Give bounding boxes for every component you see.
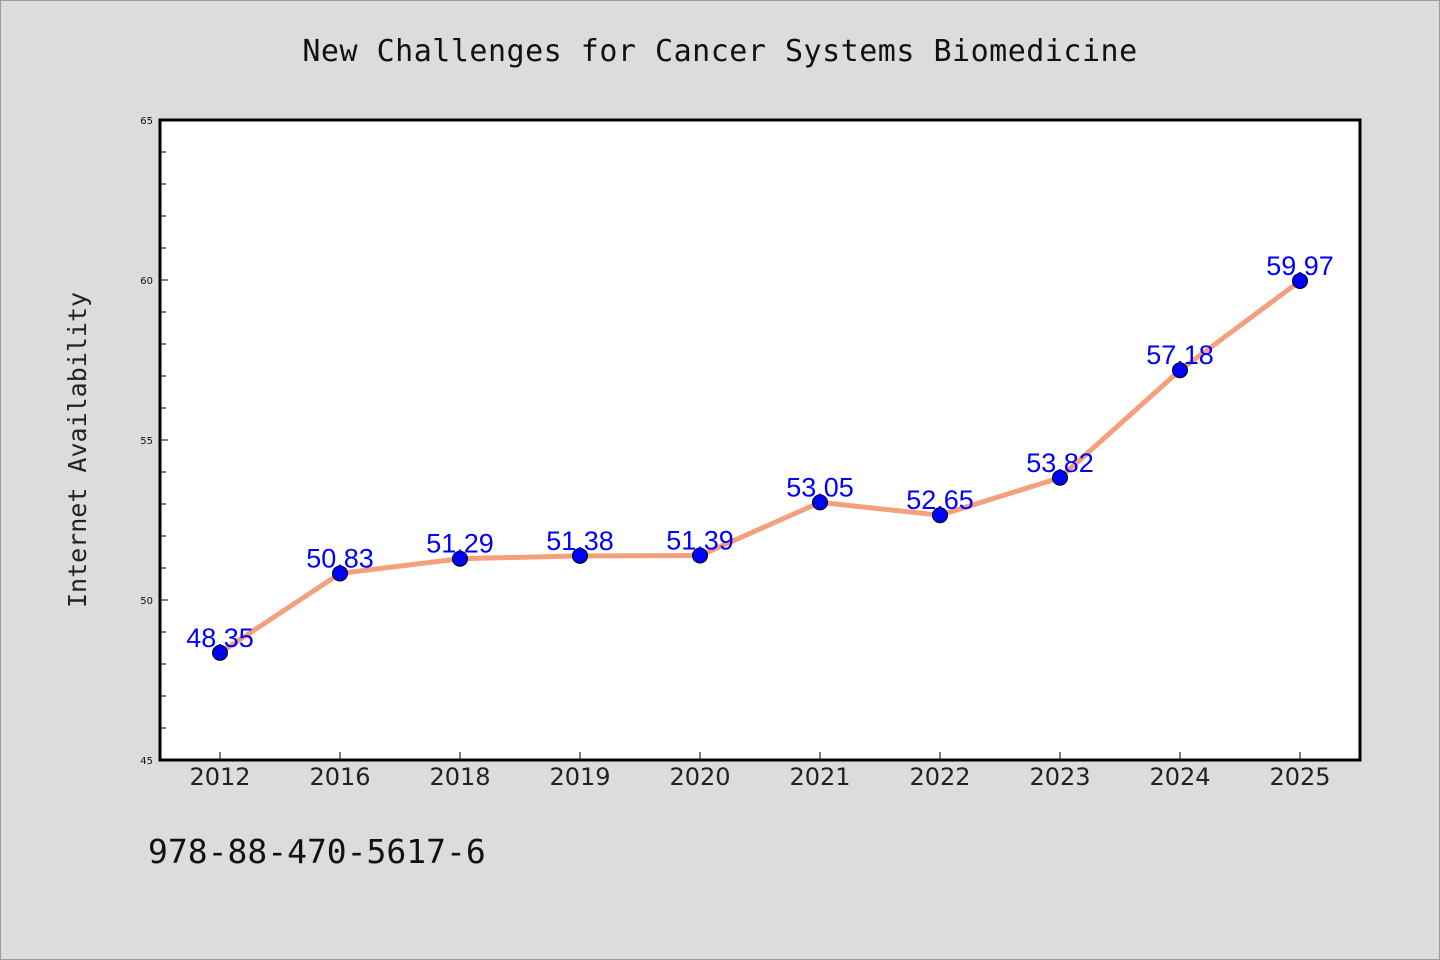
- data-point: [692, 547, 708, 564]
- plot-area: [158, 118, 1362, 762]
- x-tick-label: 2022: [909, 763, 970, 791]
- series-line: [217, 278, 1303, 656]
- data-label: 53.05: [786, 472, 854, 502]
- y-tick-label: 50: [140, 596, 153, 607]
- data-point: [332, 565, 348, 582]
- data-points: [212, 272, 1308, 661]
- y-tick-label: 65: [140, 116, 153, 127]
- data-point: [932, 507, 948, 524]
- x-tick-label: 2016: [309, 763, 370, 791]
- data-point: [212, 644, 228, 661]
- y-tick-label: 45: [140, 756, 153, 767]
- data-label: 52.65: [906, 485, 974, 515]
- x-tick-label: 2021: [789, 763, 850, 791]
- x-tick-label: 2024: [1149, 763, 1210, 791]
- data-point: [452, 550, 468, 567]
- x-tick-label: 2012: [189, 763, 250, 791]
- data-point: [572, 547, 588, 564]
- data-label: 53.82: [1026, 448, 1094, 478]
- x-tick-label: 2018: [429, 763, 490, 791]
- data-label: 51.38: [546, 526, 614, 556]
- data-label: 59.97: [1266, 251, 1334, 281]
- chart-title: New Challenges for Cancer Systems Biomed…: [302, 34, 1138, 69]
- y-axis-ticks: 45 50 55 60 65: [140, 116, 168, 767]
- y-tick-label: 60: [140, 276, 153, 287]
- data-point: [1172, 362, 1188, 379]
- y-tick-label: 55: [140, 436, 153, 447]
- y-axis-label: Internet Availability: [63, 292, 92, 608]
- data-label: 50.83: [306, 543, 374, 573]
- data-point: [812, 494, 828, 511]
- data-label: 51.29: [426, 529, 494, 559]
- data-label: 57.18: [1146, 340, 1214, 370]
- data-labels: 48.35 50.83 51.29 51.38 51.39 53.05 52.65 53.82…: [186, 251, 1334, 653]
- data-label: 48.35: [186, 623, 254, 653]
- data-point: [1292, 272, 1308, 289]
- isbn-code: 978-88-470-5617-6: [148, 832, 486, 871]
- x-tick-label: 2023: [1029, 763, 1090, 791]
- data-point: [1052, 469, 1068, 486]
- x-tick-label: 2019: [549, 763, 610, 791]
- x-tick-label: 2025: [1269, 763, 1330, 791]
- x-tick-label: 2020: [669, 763, 730, 791]
- x-axis-ticks: 2012 2016 2018 2019 2020 2021 2022 2023 2024 2025: [189, 752, 1331, 791]
- data-label: 51.39: [666, 526, 734, 556]
